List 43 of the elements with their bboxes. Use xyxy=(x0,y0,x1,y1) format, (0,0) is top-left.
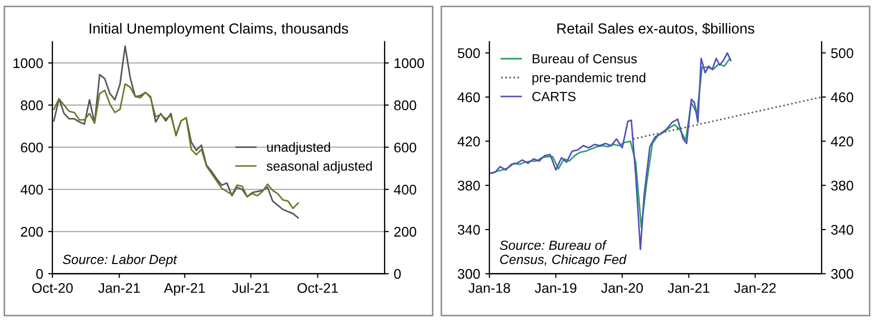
y-tick-label: 200 xyxy=(20,226,43,237)
y2-tick-label: 380 xyxy=(831,180,854,191)
y-tick-label: 0 xyxy=(36,269,43,279)
y2-tick-label: 200 xyxy=(394,226,416,237)
y-tick-label: 420 xyxy=(458,136,480,146)
x-tick-label: Oct-20 xyxy=(32,283,73,293)
x-tick-label: Jan-20 xyxy=(601,283,643,293)
y-tick-label: 1000 xyxy=(14,58,43,68)
y2-tick-label: 500 xyxy=(831,48,854,58)
y-tick-label: 300 xyxy=(458,269,480,279)
x-tick-label: Jan-19 xyxy=(534,283,576,293)
y2-tick-label: 800 xyxy=(394,100,416,110)
x-tick-label: Jan-21 xyxy=(668,283,710,293)
y2-tick-label: 600 xyxy=(394,142,416,152)
x-tick-label: Apr-21 xyxy=(164,283,205,296)
legend-label: pre-pandemic trend xyxy=(532,72,646,85)
y2-tick-label: 400 xyxy=(394,184,416,195)
y2-tick-label: 0 xyxy=(394,269,401,279)
y2-tick-label: 420 xyxy=(830,136,854,146)
x-tick-label: Jan-21 xyxy=(98,283,140,293)
legend-label: CARTS xyxy=(532,92,576,102)
x-tick-label: Jul-21 xyxy=(232,282,270,293)
y-tick-label: 380 xyxy=(458,180,480,191)
y-tick-label: 400 xyxy=(20,184,43,195)
annotation: Source: Labor Dept xyxy=(62,254,178,267)
chart-title: Retail Sales ex-autos, $billions xyxy=(557,22,754,36)
x-tick-label: Jan-22 xyxy=(734,283,776,293)
y-tick-label: 340 xyxy=(458,224,480,235)
legend-label: unadjusted xyxy=(267,142,330,154)
x-tick-label: Jan-18 xyxy=(468,283,510,293)
x-tick-label: Oct-21 xyxy=(298,283,338,293)
legend-label: Bureau of Census xyxy=(532,54,637,64)
y2-tick-label: 340 xyxy=(831,224,854,235)
y-tick-label: 460 xyxy=(458,92,480,102)
y-tick-label: 800 xyxy=(20,100,43,110)
y-tick-label: 500 xyxy=(458,48,480,58)
annotation: Source: Bureau of Census, Chicago Fed xyxy=(500,240,627,267)
y2-tick-label: 300 xyxy=(831,269,854,279)
y2-tick-label: 460 xyxy=(830,92,854,102)
legend-label: seasonal adjusted xyxy=(266,161,372,174)
y-tick-label: 600 xyxy=(20,142,43,152)
y2-tick-label: 1000 xyxy=(394,58,424,68)
chart-title: Initial Unemployment Claims, thousands xyxy=(90,22,348,37)
